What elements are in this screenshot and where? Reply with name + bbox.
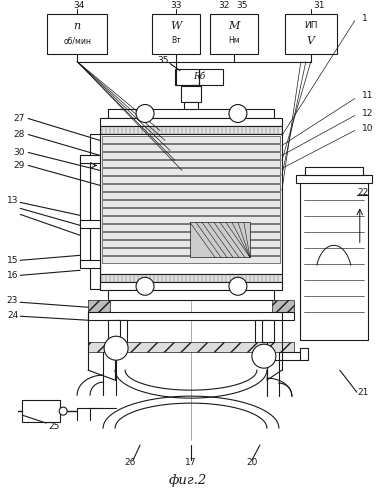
Text: 33: 33: [170, 1, 182, 10]
Bar: [88, 312, 294, 320]
Bar: [305, 168, 363, 176]
Bar: [102, 161, 280, 168]
Text: Rб: Rб: [193, 72, 205, 81]
Text: 13: 13: [7, 196, 18, 205]
Bar: [100, 282, 282, 290]
Text: 31: 31: [313, 1, 324, 10]
Circle shape: [104, 336, 128, 360]
Text: n: n: [74, 20, 81, 30]
Bar: [190, 223, 250, 257]
Bar: [102, 169, 280, 176]
Circle shape: [136, 104, 154, 122]
Text: 30: 30: [14, 148, 25, 157]
Bar: [102, 136, 280, 144]
Circle shape: [252, 344, 276, 368]
Text: 28: 28: [14, 130, 25, 139]
Bar: [102, 217, 280, 224]
Text: 32: 32: [218, 1, 230, 10]
Bar: [80, 156, 100, 164]
Circle shape: [229, 104, 247, 122]
Bar: [80, 221, 100, 229]
Text: 15: 15: [7, 256, 18, 265]
Bar: [102, 256, 280, 263]
Bar: [108, 320, 120, 342]
Bar: [255, 320, 267, 342]
Bar: [102, 153, 280, 160]
Bar: [152, 13, 200, 53]
Text: 29: 29: [14, 161, 25, 170]
Text: 20: 20: [246, 458, 258, 467]
Bar: [102, 249, 280, 255]
Text: 23: 23: [7, 296, 18, 305]
Text: Вт: Вт: [171, 36, 181, 45]
Text: 25: 25: [48, 422, 59, 431]
Text: V: V: [307, 35, 315, 45]
Bar: [88, 342, 294, 352]
Text: 22: 22: [358, 188, 369, 197]
Bar: [285, 13, 337, 53]
Bar: [210, 13, 258, 53]
Bar: [175, 68, 223, 84]
Text: 1: 1: [362, 14, 367, 23]
Text: 17: 17: [185, 458, 197, 467]
Bar: [102, 209, 280, 216]
Bar: [262, 320, 274, 342]
Bar: [100, 126, 282, 134]
Text: 26: 26: [124, 458, 136, 467]
Circle shape: [59, 407, 67, 415]
Text: 27: 27: [14, 114, 25, 123]
Bar: [80, 156, 90, 265]
Bar: [234, 282, 242, 290]
Bar: [100, 274, 282, 282]
Bar: [184, 101, 198, 115]
Text: фиг.2: фиг.2: [169, 474, 207, 487]
Bar: [141, 109, 149, 117]
Bar: [300, 348, 308, 360]
Bar: [296, 176, 372, 184]
Bar: [108, 108, 274, 118]
Bar: [102, 241, 280, 248]
Bar: [102, 145, 280, 152]
Text: 35: 35: [157, 56, 169, 65]
Bar: [102, 225, 280, 232]
Bar: [88, 300, 110, 312]
Circle shape: [136, 277, 154, 295]
Text: 16: 16: [7, 271, 18, 280]
Text: 34: 34: [73, 1, 85, 10]
Text: Нм: Нм: [228, 36, 240, 45]
Text: 35: 35: [236, 1, 248, 10]
Bar: [181, 85, 201, 101]
Text: ИП: ИП: [304, 21, 318, 30]
Bar: [100, 134, 282, 274]
Bar: [272, 300, 294, 312]
Text: W: W: [170, 20, 182, 30]
Bar: [102, 233, 280, 240]
Bar: [300, 176, 368, 340]
Text: 21: 21: [358, 388, 369, 397]
Bar: [22, 400, 60, 422]
Text: М: М: [228, 20, 240, 30]
Bar: [108, 290, 274, 300]
Bar: [100, 118, 282, 126]
Bar: [102, 185, 280, 192]
Text: 12: 12: [362, 109, 373, 118]
Bar: [115, 320, 127, 342]
Text: об/мин: об/мин: [63, 36, 91, 45]
Bar: [102, 201, 280, 208]
Bar: [90, 134, 100, 289]
Circle shape: [229, 277, 247, 295]
Bar: [102, 177, 280, 184]
Bar: [102, 193, 280, 200]
Text: 24: 24: [7, 311, 18, 320]
Text: 11: 11: [362, 91, 373, 100]
Text: 10: 10: [362, 124, 373, 133]
Bar: [234, 109, 242, 117]
Bar: [47, 13, 107, 53]
Bar: [80, 260, 100, 268]
Bar: [141, 282, 149, 290]
